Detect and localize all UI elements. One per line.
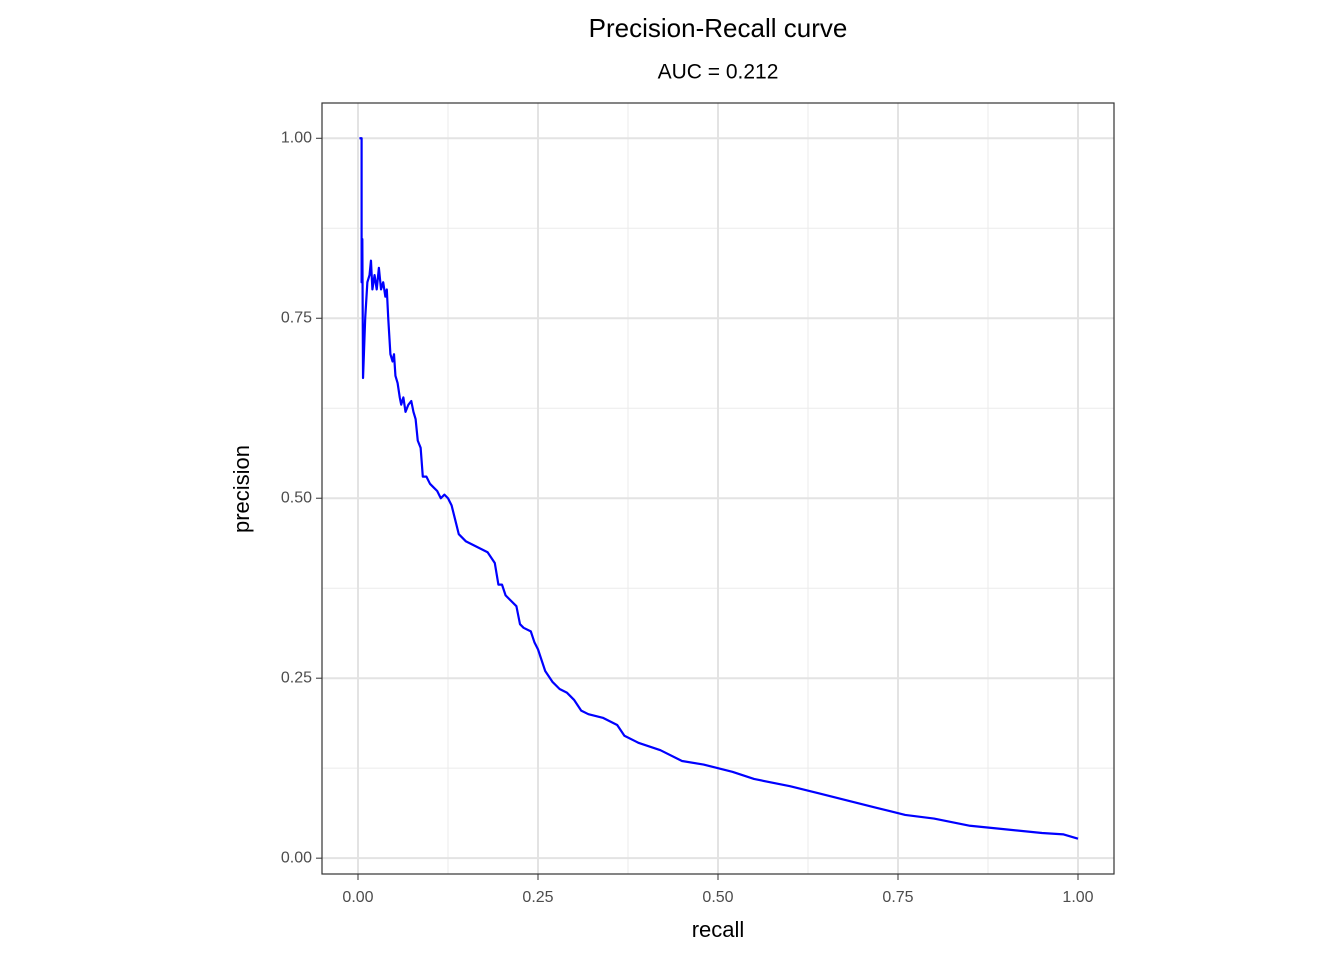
panel-border	[321, 102, 1115, 875]
x-tick-label: 0.25	[522, 889, 553, 906]
y-tick-label: 1.00	[281, 129, 312, 146]
x-tick-label: 1.00	[1062, 889, 1093, 906]
y-tick-label: 0.50	[281, 489, 312, 506]
x-tick-label: 0.00	[342, 889, 373, 906]
chart-title: Precision-Recall curve	[589, 13, 848, 43]
y-axis-title: precision	[229, 445, 254, 533]
x-tick-label: 0.75	[882, 889, 913, 906]
y-tick-label: 0.25	[281, 669, 312, 686]
y-tick-label: 0.00	[281, 849, 312, 866]
chart-subtitle: AUC = 0.212	[658, 61, 779, 84]
x-axis-title: recall	[692, 917, 745, 942]
pr-curve	[359, 137, 1079, 840]
x-tick-label: 0.50	[702, 889, 733, 906]
y-tick-label: 0.75	[281, 309, 312, 326]
